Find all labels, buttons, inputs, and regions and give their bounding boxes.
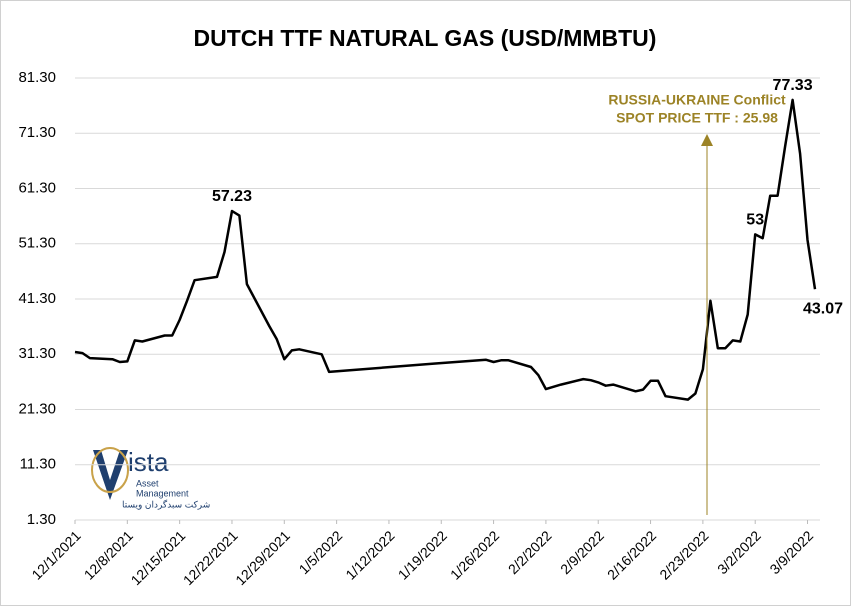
annotation-text: SPOT PRICE TTF : 25.98 [616,110,778,126]
chart-title: DUTCH TTF NATURAL GAS (USD/MMBTU) [194,25,657,51]
y-tick-label: 31.30 [18,345,56,362]
annotation-arrowhead [701,134,713,146]
y-tick-label: 1.30 [27,511,56,528]
logo: ista Asset Management شرکت سبدگردان ویست… [91,447,210,510]
logo-name: ista [128,447,169,477]
y-tick-label: 21.30 [18,400,56,417]
y-tick-label: 51.30 [18,235,56,252]
annotation-text: RUSSIA-UKRAINE Conflict [608,92,786,108]
logo-line: Asset [136,478,159,488]
logo-mark [93,450,128,500]
y-tick-label: 41.30 [18,290,56,307]
y-tick-label: 11.30 [20,456,56,473]
y-tick-label: 71.30 [18,124,56,141]
logo-persian: شرکت سبدگردان ویستا [122,498,210,510]
data-label: 43.07 [803,300,843,317]
y-tick-label: 81.30 [18,69,56,86]
data-label: 57.23 [212,188,252,205]
data-label: 53 [746,212,764,229]
logo-line: Management [136,488,189,498]
line-series [74,98,817,401]
logo-ring [91,447,129,493]
y-tick-label: 61.30 [18,179,56,196]
data-label: 77.33 [773,77,813,94]
